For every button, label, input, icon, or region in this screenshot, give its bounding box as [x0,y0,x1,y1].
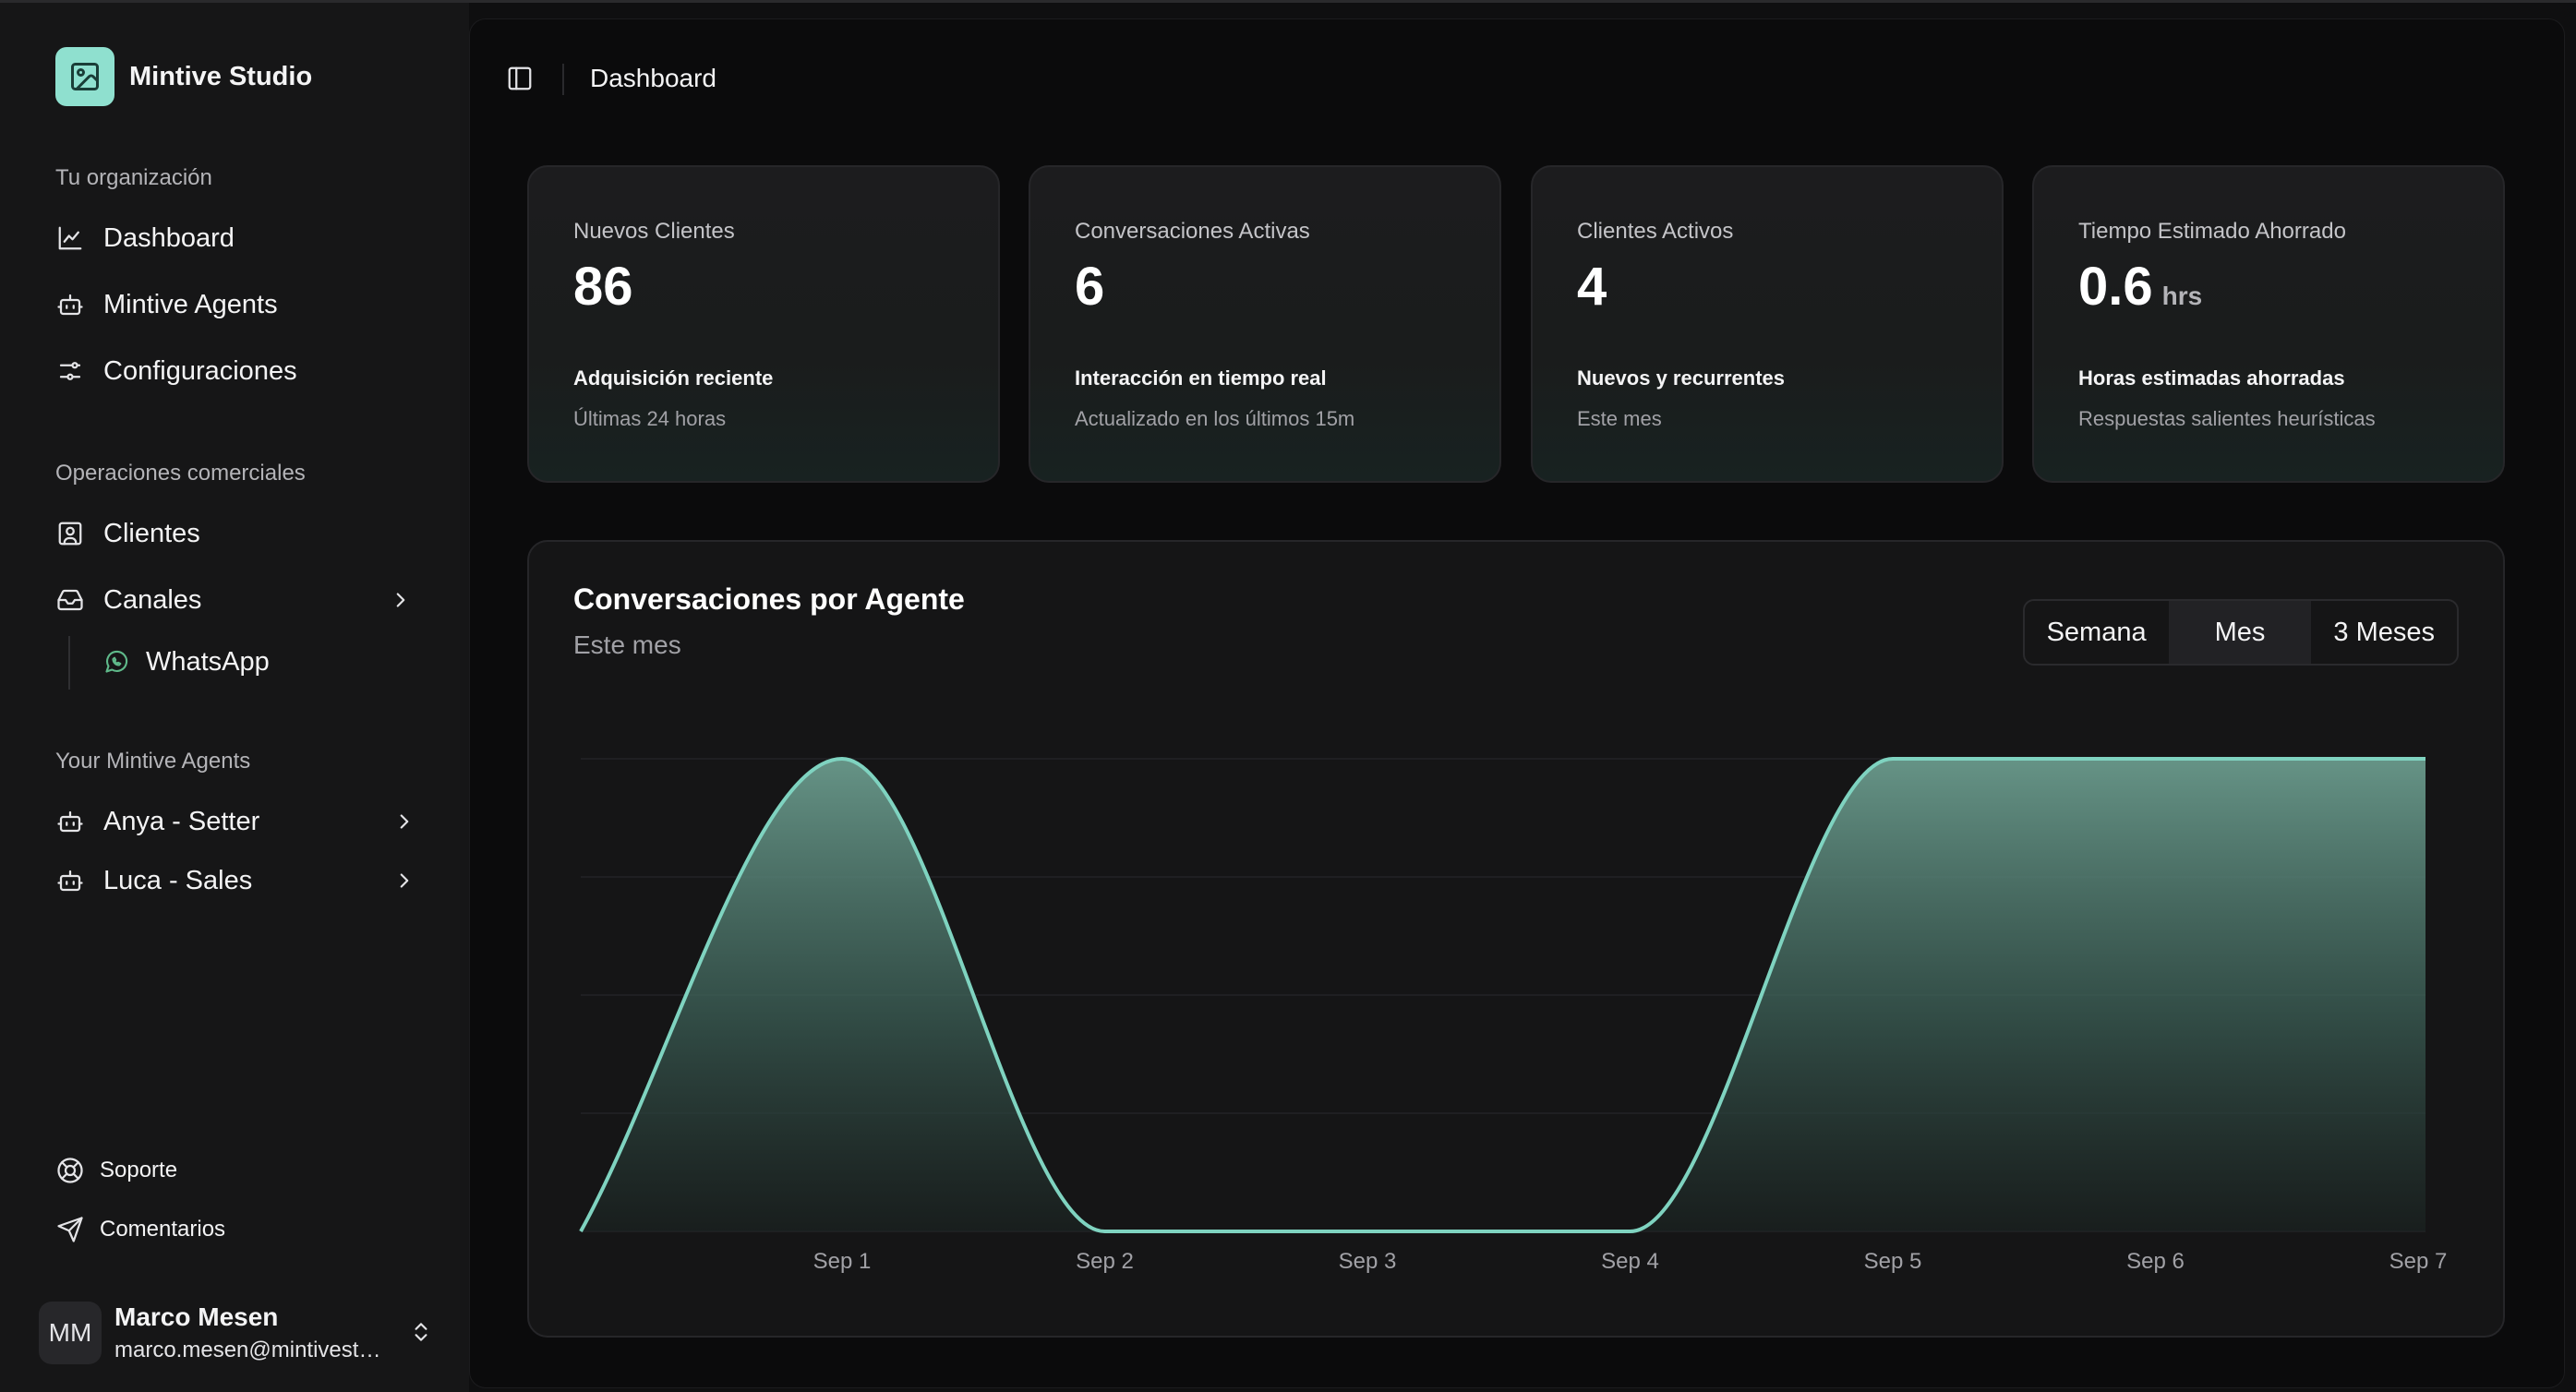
chevron-right-icon[interactable] [386,585,415,615]
group-label-operations: Operaciones comerciales [55,461,306,486]
submenu-guide-line [68,636,70,690]
sidebar-item-whatsapp[interactable]: WhatsApp [102,636,270,688]
stat-subtitle: Horas estimadas ahorradas [2078,366,2345,390]
sidebar-item-label: Mintive Agents [103,289,278,319]
sidebar-item-dashboard[interactable]: Dashboard [55,212,415,264]
sidebar-item-soporte[interactable]: Soporte [55,1147,177,1194]
chevrons-up-down-icon[interactable] [406,1317,436,1347]
window-top-border [0,0,2576,3]
sidebar-item-anya-setter[interactable]: Anya - Setter [55,796,415,847]
sidebar-item-label: WhatsApp [146,646,270,677]
stat-unit: hrs [2161,282,2203,310]
stat-card-clientes-activos: Clientes Activos 4 Nuevos y recurrentes … [1531,165,2004,483]
sidebar-item-comentarios[interactable]: Comentarios [55,1206,225,1253]
group-label-agents: Your Mintive Agents [55,749,251,774]
x-tick-label: Sep 1 [813,1249,872,1274]
range-button-3-meses[interactable]: 3 Meses [2333,617,2435,647]
x-tick-label: Sep 4 [1601,1249,1659,1274]
sidebar-item-configuraciones[interactable]: Configuraciones [55,345,415,397]
avatar: MM [39,1302,102,1364]
sidebar-item-label: Clientes [103,518,200,548]
user-info: Marco Mesen marco.mesen@mintivestudio.co… [114,1302,391,1363]
chart-line-icon [55,223,85,253]
sidebar-item-label: Canales [103,584,202,615]
stat-subtitle: Adquisición reciente [573,366,774,390]
header-divider [562,64,564,95]
area-chart: Sep 1 Sep 2 Sep 3 Sep 4 Sep 5 Sep 6 Sep 7 [579,756,2448,1274]
sidebar-item-clientes[interactable]: Clientes [55,508,415,559]
chart-title: Conversaciones por Agente [573,582,965,616]
sidebar-item-label: Comentarios [100,1217,226,1242]
stat-card-nuevos-clientes: Nuevos Clientes 86 Adquisición reciente … [527,165,1000,483]
x-tick-label: Sep 6 [2126,1249,2185,1274]
stat-card-tiempo-ahorrado: Tiempo Estimado Ahorrado 0.6 hrs Horas es… [2032,165,2505,483]
stat-note: Actualizado en los últimos 15m [1075,407,1355,430]
inbox-icon [55,585,85,615]
x-tick-label: Sep 7 [2389,1249,2448,1274]
series-line [579,756,2426,1233]
user-name: Marco Mesen [114,1302,279,1331]
stat-label: Tiempo Estimado Ahorrado [2078,219,2346,244]
sidebar-item-luca-sales[interactable]: Luca - Sales [55,855,415,906]
whatsapp-icon [102,647,131,677]
x-tick-label: Sep 5 [1864,1249,1922,1274]
page-title: Dashboard [590,64,716,92]
contact-icon [55,519,85,548]
chart-subtitle: Este mes [573,630,681,659]
stat-label: Conversaciones Activas [1075,219,1310,244]
bot-icon [55,807,85,836]
range-button-mes[interactable]: Mes [2168,601,2312,664]
chevron-right-icon[interactable] [390,866,419,895]
main-panel: Dashboard Nuevos Clientes 86 Adquisición… [469,18,2565,1388]
sidebar-toggle-icon[interactable] [501,60,538,97]
range-button-semana[interactable]: Semana [2046,617,2147,647]
area-fill [581,759,2426,1231]
stat-subtitle: Interacción en tiempo real [1075,366,1327,390]
send-icon [55,1215,85,1244]
stat-subtitle: Nuevos y recurrentes [1577,366,1785,390]
user-email: marco.mesen@mintivestudio.com [114,1338,391,1362]
image-icon [55,47,114,106]
stat-card-conversaciones-activas: Conversaciones Activas 6 Interacción en … [1029,165,1501,483]
sidebar-item-label: Anya - Setter [103,806,260,836]
sidebar-item-canales[interactable]: Canales [55,574,415,626]
brand-name: Mintive Studio [129,61,313,91]
group-label-organization: Tu organización [55,165,212,190]
bot-icon [55,866,85,895]
stat-label: Clientes Activos [1577,219,1734,244]
bot-icon [55,290,85,319]
x-tick-label: Sep 2 [1076,1249,1134,1274]
x-tick-label: Sep 3 [1339,1249,1397,1274]
sidebar-item-label: Dashboard [103,222,235,253]
stat-value: 6 [1075,257,1105,317]
stat-note: Respuestas salientes heurísticas [2078,407,2376,430]
stat-note: Este mes [1577,407,1662,430]
chart-card: Conversaciones por Agente Este mes Seman… [527,540,2505,1338]
sliders-icon [55,356,85,386]
user-menu[interactable]: MM Marco Mesen marco.mesen@mintivestudio… [39,1299,436,1367]
sidebar-item-label: Configuraciones [103,355,297,386]
sidebar-item-label: Soporte [100,1158,178,1182]
stat-value: 86 [573,257,633,317]
range-selector: Semana Mes 3 Meses [2022,599,2459,666]
sidebar-item-mintive-agents[interactable]: Mintive Agents [55,279,415,330]
sidebar: Mintive Studio Tu organización Dashboard… [0,3,469,1392]
stat-note: Últimas 24 horas [573,407,727,430]
sidebar-item-label: Luca - Sales [103,865,253,895]
chevron-right-icon[interactable] [390,807,419,836]
stat-value: 0.6 hrs [2078,257,2203,317]
stat-value: 4 [1577,257,1607,317]
lifebuoy-icon [55,1156,85,1185]
brand[interactable]: Mintive Studio [55,47,312,106]
stat-label: Nuevos Clientes [573,219,735,244]
